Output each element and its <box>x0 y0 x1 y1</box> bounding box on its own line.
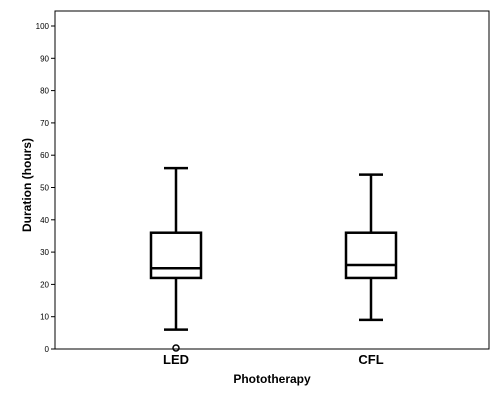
y-tick-label: 60 <box>40 151 49 160</box>
y-axis-ticks: 0 10 20 30 40 50 60 70 80 90 100 <box>36 22 55 354</box>
y-axis-label: Duration (hours) <box>20 138 34 232</box>
y-tick-label: 40 <box>40 216 49 225</box>
iqr-box <box>344 231 398 280</box>
y-tick-label: 50 <box>40 184 49 193</box>
plot-frame <box>54 10 490 350</box>
y-tick-label: 0 <box>45 345 50 354</box>
y-tick-label: 90 <box>40 54 49 63</box>
y-tick-label: 20 <box>40 280 49 289</box>
box-led <box>149 166 203 352</box>
x-category-label: CFL <box>358 352 383 367</box>
y-tick-label: 80 <box>40 87 49 96</box>
y-tick-label: 100 <box>36 22 50 31</box>
boxes-layer <box>149 166 398 352</box>
x-axis-categories: LED CFL <box>163 352 384 367</box>
x-axis-label: Phototherapy <box>233 372 311 386</box>
y-tick-label: 10 <box>40 313 49 322</box>
y-tick-label: 70 <box>40 119 49 128</box>
x-category-label: LED <box>163 352 189 367</box>
outlier-point <box>172 344 180 352</box>
iqr-box <box>149 231 203 280</box>
box-cfl <box>344 173 398 322</box>
y-tick-label: 30 <box>40 248 49 257</box>
